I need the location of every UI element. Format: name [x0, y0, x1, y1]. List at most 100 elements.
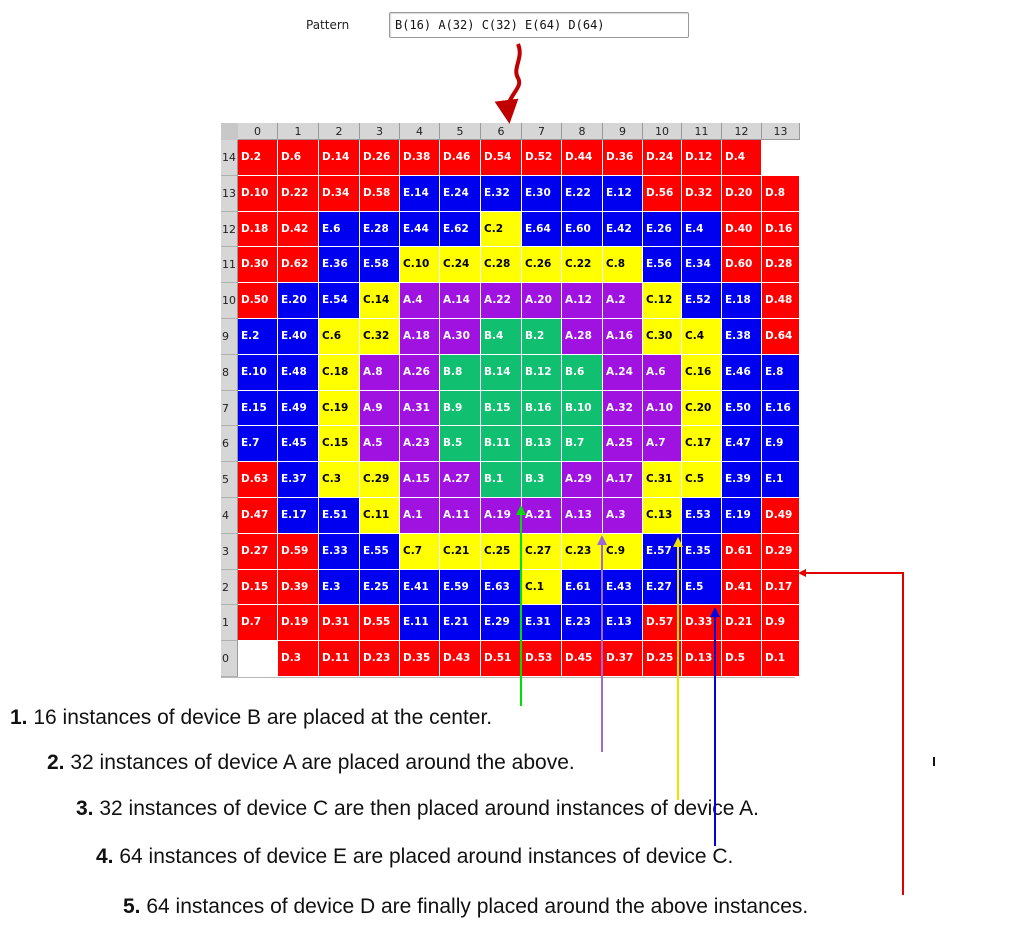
grid-cell: A.25: [603, 426, 643, 463]
grid-cell: A.18: [400, 319, 440, 355]
grid-cell: E.42: [603, 211, 643, 248]
grid-cell: C.16: [682, 354, 722, 391]
column-header: 11: [682, 123, 722, 140]
row-header: 11: [221, 247, 238, 284]
grid-cell: D.57: [643, 605, 682, 642]
grid-cell: E.46: [722, 354, 762, 391]
grid-cell: E.54: [319, 283, 360, 319]
grid-cell: D.46: [440, 140, 481, 176]
grid-cell: C.23: [562, 533, 603, 570]
grid-cell: E.9: [762, 426, 800, 463]
grid-cell: C.24: [440, 247, 481, 284]
grid-cell: B.13: [522, 426, 562, 463]
pattern-arrow: [494, 43, 522, 124]
grid-cell: A.23: [400, 426, 440, 463]
grid-cell: A.11: [440, 498, 481, 534]
grid-cell: D.12: [682, 140, 722, 176]
grid-cell: D.48: [762, 283, 800, 319]
grid-cell: E.59: [440, 569, 481, 606]
grid-cell: D.58: [360, 175, 400, 212]
grid-cell: E.47: [722, 426, 762, 463]
column-header: 4: [400, 123, 440, 140]
row-header: 7: [221, 390, 238, 427]
grid-cell: D.26: [360, 140, 400, 176]
grid-cell: A.14: [440, 283, 481, 319]
grid-cell: D.40: [722, 211, 762, 248]
grid-cell: C.32: [360, 319, 400, 355]
grid-cell: D.55: [360, 605, 400, 642]
grid-cell: E.4: [682, 211, 722, 248]
grid-cell: [238, 641, 278, 677]
column-header: 12: [722, 123, 762, 140]
grid-cell: D.61: [722, 533, 762, 570]
grid-cell: E.39: [722, 462, 762, 498]
grid-cell: D.34: [319, 175, 360, 212]
grid-cell: E.30: [522, 175, 562, 212]
caption-step-3: 3. 32 instances of device C are then pla…: [76, 797, 759, 820]
grid-cell: C.9: [603, 533, 643, 570]
stray-tick-mark: [933, 757, 935, 766]
grid-cell: A.9: [360, 390, 400, 427]
grid-cell: A.15: [400, 462, 440, 498]
grid-cell: B.16: [522, 390, 562, 427]
grid-cell: E.32: [481, 175, 522, 212]
grid-cell: C.13: [643, 498, 682, 534]
grid-cell: D.13: [682, 641, 722, 677]
grid-cell: D.14: [319, 140, 360, 176]
grid-cell: C.30: [643, 319, 682, 355]
grid-cell: D.45: [562, 641, 603, 677]
column-header: 9: [603, 123, 643, 140]
grid-cell: D.4: [722, 140, 762, 176]
row-header: 2: [221, 569, 238, 606]
grid-cell: E.38: [722, 319, 762, 355]
grid-cell: C.26: [522, 247, 562, 284]
pattern-label: Pattern: [306, 18, 350, 32]
grid-cell: C.22: [562, 247, 603, 284]
grid-cell: D.50: [238, 283, 278, 319]
grid-cell: D.38: [400, 140, 440, 176]
row-header: 3: [221, 533, 238, 570]
grid-cell: A.8: [360, 354, 400, 391]
row-header: 5: [221, 462, 238, 498]
grid-cell: B.7: [562, 426, 603, 463]
grid-cell: E.50: [722, 390, 762, 427]
grid-cell: D.8: [762, 175, 800, 212]
row-header: 12: [221, 211, 238, 248]
grid-cell: E.29: [481, 605, 522, 642]
caption-step-4: 4. 64 instances of device E are placed a…: [96, 845, 734, 868]
grid-cell: E.60: [562, 211, 603, 248]
caption-step-1: 1. 16 instances of device B are placed a…: [10, 706, 493, 729]
grid-cell: E.1: [762, 462, 800, 498]
column-header: 5: [440, 123, 481, 140]
grid-cell: C.18: [319, 354, 360, 391]
grid-cell: E.12: [603, 175, 643, 212]
grid-cell: E.52: [682, 283, 722, 319]
grid-cell: A.20: [522, 283, 562, 319]
grid-cell: C.28: [481, 247, 522, 284]
row-header: 14: [221, 140, 238, 176]
grid-cell: C.1: [522, 569, 562, 606]
grid-cell: E.25: [360, 569, 400, 606]
grid-cell: D.47: [238, 498, 278, 534]
grid-cell: C.27: [522, 533, 562, 570]
grid-cell: B.15: [481, 390, 522, 427]
grid-cell: B.6: [562, 354, 603, 391]
grid-cell: D.5: [722, 641, 762, 677]
grid-cell: C.3: [319, 462, 360, 498]
grid-cell: D.31: [319, 605, 360, 642]
grid-cell: D.60: [722, 247, 762, 284]
pattern-input[interactable]: [389, 12, 689, 38]
row-header: 6: [221, 426, 238, 463]
grid-cell: A.24: [603, 354, 643, 391]
grid-cell: E.22: [562, 175, 603, 212]
grid-cell: D.3: [278, 641, 319, 677]
grid-cell: D.20: [722, 175, 762, 212]
column-header: 8: [562, 123, 603, 140]
grid-cell: E.11: [400, 605, 440, 642]
grid-cell: E.53: [682, 498, 722, 534]
grid-cell: B.1: [481, 462, 522, 498]
grid-cell: C.14: [360, 283, 400, 319]
grid-cell: E.56: [643, 247, 682, 284]
grid-cell: E.51: [319, 498, 360, 534]
grid-cell: C.21: [440, 533, 481, 570]
